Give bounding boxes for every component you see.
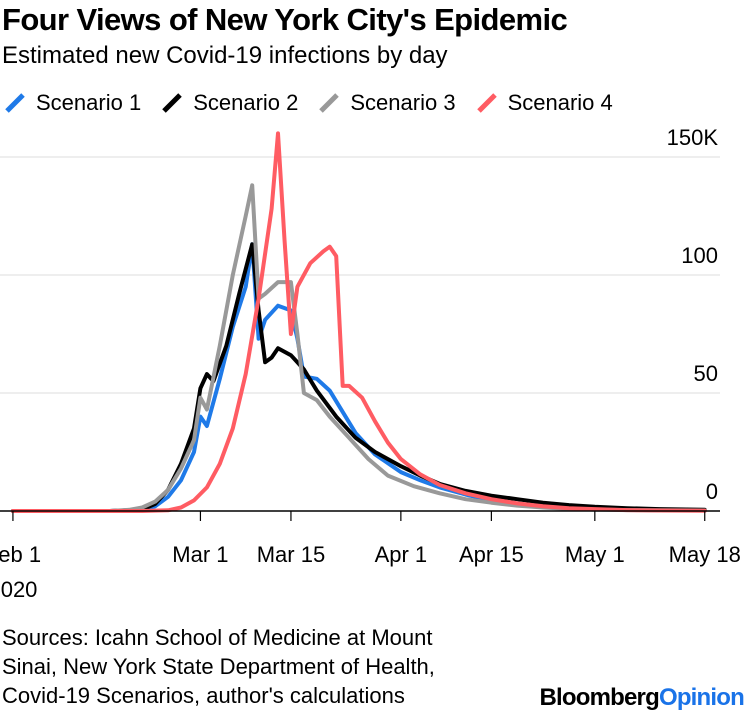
legend-item-scenario-3: Scenario 3	[318, 90, 456, 116]
brand-accent: Opinion	[658, 684, 745, 711]
x-tick-sublabel: 2020	[0, 577, 37, 602]
legend-swatch-icon	[5, 93, 25, 113]
legend-swatch-icon	[476, 93, 497, 113]
source-line: Covid-19 Scenarios, author's calculation…	[2, 683, 405, 708]
series-line-scenario-2	[10, 242, 707, 513]
brand-main: Bloomberg	[539, 684, 659, 711]
chart-title: Four Views of New York City's Epidemic	[2, 2, 568, 37]
series-line-scenario-3	[10, 183, 707, 513]
y-tick-label: 150K	[667, 125, 719, 150]
legend-label: Scenario 3	[350, 90, 456, 115]
legend-item-scenario-2: Scenario 2	[161, 90, 298, 116]
source-line: Sinai, New York State Department of Heal…	[2, 654, 435, 679]
legend-item-scenario-1: Scenario 1	[4, 90, 141, 116]
legend-swatch-icon	[162, 93, 182, 113]
series-line-scenario-1	[10, 242, 707, 513]
x-tick-label: Mar 15	[257, 542, 325, 567]
x-tick-label: Mar 1	[172, 542, 228, 567]
bloomberg-opinion-logo: BloombergOpinion	[539, 684, 744, 712]
series-line-scenario-4	[10, 131, 707, 513]
y-tick-label: 100	[681, 243, 718, 268]
y-tick-label: 50	[694, 361, 718, 386]
line-chart: 0 50 100 150K Feb 1 2020 Mar 1 Mar 15 Apr 1 Apr 1…	[0, 125, 741, 602]
x-tick-label: May 1	[565, 542, 625, 567]
chart-subtitle: Estimated new Covid-19 infections by day	[2, 42, 448, 69]
source-line: Sources: Icahn School of Medicine at Mou…	[2, 625, 433, 650]
source-note: Sources: Icahn School of Medicine at Mou…	[2, 623, 522, 710]
legend-item-scenario-4: Scenario 4	[476, 90, 613, 116]
x-tick-label: Apr 1	[375, 542, 428, 567]
x-tick-label: Feb 1	[0, 542, 41, 567]
legend-label: Scenario 1	[36, 90, 142, 115]
x-tick-label: Apr 15	[459, 542, 524, 567]
legend-swatch-icon	[319, 93, 340, 113]
chart-legend: Scenario 1 Scenario 2 Scenario 3 Scenario 4	[4, 86, 633, 120]
legend-label: Scenario 4	[507, 90, 613, 115]
legend-label: Scenario 2	[193, 90, 299, 115]
x-tick-label: May 18	[669, 542, 741, 567]
y-tick-label: 0	[706, 479, 718, 504]
